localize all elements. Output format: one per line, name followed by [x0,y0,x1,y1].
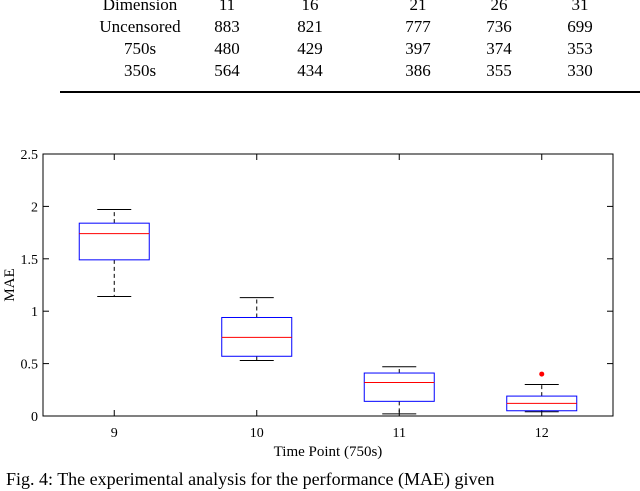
table-cell: 434 [297,61,323,80]
y-tick-label: 1.5 [21,253,39,268]
y-tick-label: 2 [31,200,38,215]
table-cell: 374 [486,39,512,58]
x-tick-label: 9 [111,426,118,441]
y-tick-label: 2.5 [21,148,39,163]
box-10 [221,297,293,361]
table-cell: 564 [214,61,240,80]
x-tick-label: 10 [250,426,264,441]
outlier-point [539,371,545,377]
y-tick-label: 1 [31,305,38,320]
table-header-cell: Dimension [102,0,178,14]
table-header-cell: 16 [301,0,319,14]
box-12 [506,371,578,413]
table-cell: 429 [297,39,323,58]
table-cell: 699 [567,17,593,36]
x-axis-label: Time Point (750s) [274,444,383,460]
table-cell: 821 [297,17,323,36]
iqr-box [221,316,293,357]
table-cell: Uncensored [99,17,181,36]
table-cell: 883 [214,17,240,36]
x-axis-ticks: 9 10 11 12 [111,154,549,441]
y-axis-ticks: 0 0.5 1 1.5 2 2.5 [21,148,613,425]
y-tick-label: 0 [31,410,38,425]
table-cell: 750s [123,39,157,58]
table-cell: 736 [486,17,512,36]
y-tick-label: 0.5 [21,358,39,373]
iqr-box [363,372,435,402]
table-cell: 397 [405,39,431,58]
plot-frame [42,153,614,417]
table-cell: 330 [567,61,593,80]
table-header-cell: 31 [571,0,589,14]
table-header-cell: 21 [409,0,427,14]
table-cell: 350s [123,61,157,80]
mae-boxplot: 0 0.5 1 1.5 2 2.5 9 10 11 12 MAE Time Point (750… [0,140,640,465]
box-9 [78,209,150,298]
table-cell: 480 [214,39,240,58]
box-series [78,209,578,415]
table-bottom-rule [60,91,640,93]
table-cell: 777 [405,17,431,36]
table-cell: 386 [405,61,431,80]
table-header-cell: 26 [490,0,508,14]
x-tick-label: 12 [535,426,549,441]
chart-svg: 0 0.5 1 1.5 2 2.5 9 10 11 12 MAE Time Point (750… [2,148,614,460]
y-axis-label: MAE [2,268,18,301]
box-11 [363,366,435,415]
iqr-box [78,222,150,261]
figure-caption: Fig. 4: The experimental analysis for th… [6,469,495,489]
x-tick-label: 11 [393,426,406,441]
table-header-cell: 11 [218,0,236,14]
table-cell: 353 [567,39,593,58]
table-cell: 355 [486,61,512,80]
